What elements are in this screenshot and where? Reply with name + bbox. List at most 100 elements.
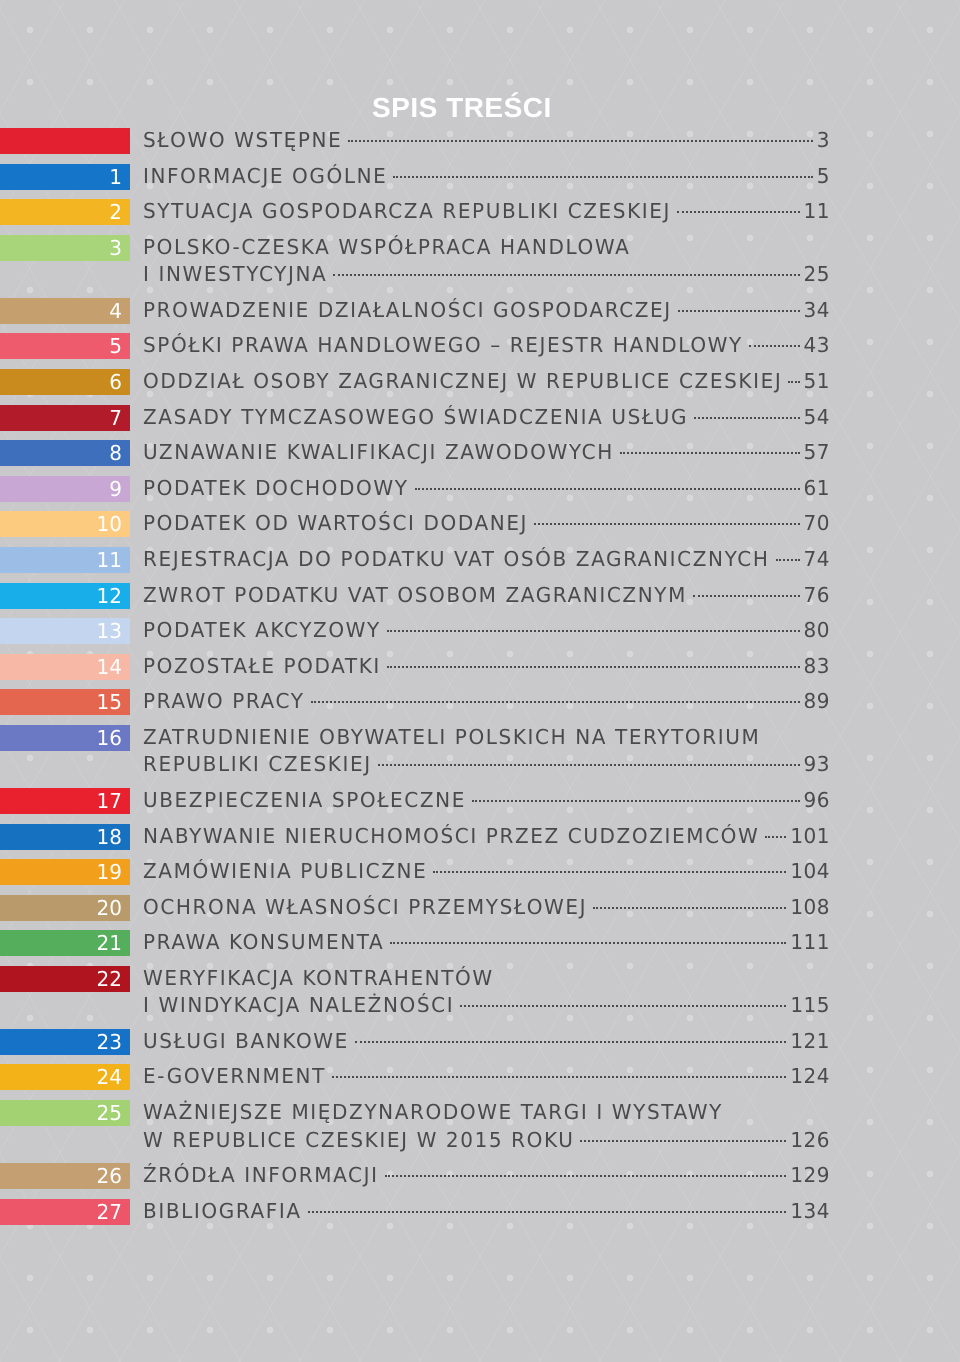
dot-leader [694, 416, 800, 419]
page-number: 76 [803, 582, 830, 607]
toc-entry-text: POZOSTAŁE PODATKI 83 [143, 653, 830, 681]
toc-entry[interactable]: 1 INFORMACJE OGÓLNE 5 [0, 158, 960, 194]
toc-entry[interactable]: 7 ZASADY TYMCZASOWEGO ŚWIADCZENIA USŁUG 54 [0, 399, 960, 435]
toc-entry[interactable]: 21 PRAWA KONSUMENTA 111 [0, 924, 960, 960]
toc-entry-text: UBEZPIECZENIA SPOŁECZNE 96 [143, 787, 830, 815]
page-number: 34 [803, 297, 830, 322]
toc-entry[interactable]: 12 ZWROT PODATKU VAT OSOBOM ZAGRANICZNYM 7… [0, 577, 960, 613]
page-number: 101 [790, 823, 830, 848]
toc-entry-text: PODATEK OD WARTOŚCI DODANEJ 70 [143, 510, 830, 538]
toc-entry[interactable]: 25 WAŻNIEJSZE MIĘDZYNARODOWE TARGI I WYST… [0, 1094, 960, 1157]
toc-entry[interactable]: 6 ODDZIAŁ OSOBY ZAGRANICZNEJ W REPUBLICE … [0, 363, 960, 399]
dot-leader [433, 871, 787, 874]
chapter-title: ZWROT PODATKU VAT OSOBOM ZAGRANICZNYM [143, 582, 687, 607]
chapter-number-tab: 27 [0, 1198, 130, 1225]
toc-entry[interactable]: 18 NABYWANIE NIERUCHOMOŚCI PRZEZ CUDZOZIE… [0, 818, 960, 854]
chapter-number-tab [0, 128, 130, 154]
page-number: 83 [803, 653, 830, 678]
toc-entry[interactable]: 20 OCHRONA WŁASNOŚCI PRZEMYSŁOWEJ 108 [0, 889, 960, 925]
chapter-title: PODATEK DOCHODOWY [143, 475, 409, 500]
chapter-number-tab: 2 [0, 199, 130, 226]
chapter-title: OCHRONA WŁASNOŚCI PRZEMYSŁOWEJ [143, 894, 588, 919]
dot-leader [390, 942, 787, 945]
chapter-title-continued: REPUBLIKI CZESKIEJ [143, 752, 372, 777]
toc-entry-text: PODATEK AKCYZOWY 80 [143, 617, 830, 645]
toc-entry-text: ŹRÓDŁA INFORMACJI 129 [143, 1162, 830, 1190]
chapter-title: ZASADY TYMCZASOWEGO ŚWIADCZENIA USŁUG [143, 404, 689, 429]
chapter-number-tab: 16 [0, 724, 130, 751]
chapter-number-tab: 5 [0, 333, 130, 360]
chapter-title: ODDZIAŁ OSOBY ZAGRANICZNEJ W REPUBLICE C… [143, 368, 783, 393]
toc-entry[interactable]: 15 PRAWO PRACY 89 [0, 683, 960, 719]
page-number: 61 [803, 475, 830, 500]
page-number: 89 [803, 689, 830, 714]
chapter-title: REJESTRACJA DO PODATKU VAT OSÓB ZAGRANIC… [143, 546, 770, 571]
chapter-title: SYTUACJA GOSPODARCZA REPUBLIKI CZESKIEJ [143, 199, 672, 224]
toc-entry[interactable]: 8 UZNAWANIE KWALIFIKACJI ZAWODOWYCH 57 [0, 434, 960, 470]
toc-entry[interactable]: 19 ZAMÓWIENIA PUBLICZNE 104 [0, 853, 960, 889]
toc-entry-text: SŁOWO WSTĘPNE 3 [143, 127, 830, 155]
page-number: 111 [790, 930, 830, 955]
toc-entry-text: SYTUACJA GOSPODARCZA REPUBLIKI CZESKIEJ 1… [143, 198, 830, 226]
dot-leader [377, 764, 800, 767]
page-number: 96 [803, 787, 830, 812]
chapter-title: SŁOWO WSTĘPNE [143, 128, 343, 152]
chapter-title: POLSKO-CZESKA WSPÓŁPRACA HANDLOWA [143, 234, 631, 259]
dot-leader [354, 1040, 787, 1043]
dot-leader [534, 523, 800, 526]
toc-entry[interactable]: 16 ZATRUDNIENIE OBYWATELI POLSKICH NA TER… [0, 719, 960, 782]
chapter-number-tab: 19 [0, 859, 130, 886]
toc-entry[interactable]: 4 PROWADZENIE DZIAŁALNOŚCI GOSPODARCZEJ 34 [0, 292, 960, 328]
chapter-title: WERYFIKACJA KONTRAHENTÓW [143, 965, 494, 990]
toc-entry[interactable]: 14 POZOSTAŁE PODATKI 83 [0, 648, 960, 684]
page-number: 43 [803, 333, 830, 358]
chapter-number-tab: 23 [0, 1028, 130, 1055]
chapter-number-tab: 26 [0, 1163, 130, 1190]
chapter-number-tab: 15 [0, 689, 130, 716]
dot-leader [348, 140, 813, 142]
chapter-number-tab: 1 [0, 163, 130, 190]
toc-entry[interactable]: 26 ŹRÓDŁA INFORMACJI 129 [0, 1157, 960, 1193]
chapter-title-continued: I INWESTYCYJNA [143, 262, 328, 287]
toc-entry[interactable]: 10 PODATEK OD WARTOŚCI DODANEJ 70 [0, 505, 960, 541]
toc-entry-text: INFORMACJE OGÓLNE 5 [143, 163, 830, 191]
toc-entry-text: UZNAWANIE KWALIFIKACJI ZAWODOWYCH 57 [143, 439, 830, 467]
toc-entry[interactable]: 27 BIBLIOGRAFIA 134 [0, 1193, 960, 1229]
table-of-contents: SŁOWO WSTĘPNE 3 1 INFORMACJE OGÓLNE 5 2 SYTUAC… [0, 122, 960, 1228]
toc-entry[interactable]: 9 PODATEK DOCHODOWY 61 [0, 470, 960, 506]
toc-entry-text: PROWADZENIE DZIAŁALNOŚCI GOSPODARCZEJ 34 [143, 297, 830, 325]
dot-leader [593, 906, 787, 909]
page-number: 129 [790, 1163, 830, 1188]
chapter-title: BIBLIOGRAFIA [143, 1198, 302, 1223]
chapter-title: PRAWO PRACY [143, 689, 305, 714]
toc-entry-text: WAŻNIEJSZE MIĘDZYNARODOWE TARGI I WYSTAW… [143, 1099, 830, 1154]
toc-entry-text: OCHRONA WŁASNOŚCI PRZEMYSŁOWEJ 108 [143, 894, 830, 922]
toc-entry[interactable]: 11 REJESTRACJA DO PODATKU VAT OSÓB ZAGRAN… [0, 541, 960, 577]
chapter-number-tab: 11 [0, 546, 130, 573]
toc-entry[interactable]: 23 USŁUGI BANKOWE 121 [0, 1023, 960, 1059]
dot-leader [619, 452, 800, 455]
toc-entry[interactable]: 3 POLSKO-CZESKA WSPÓŁPRACA HANDLOWA I INWE… [0, 229, 960, 292]
page-number: 134 [790, 1198, 830, 1223]
chapter-number-tab: 13 [0, 618, 130, 645]
toc-entry[interactable]: 22 WERYFIKACJA KONTRAHENTÓW I WINDYKACJA N… [0, 960, 960, 1023]
chapter-number-tab: 8 [0, 440, 130, 467]
toc-entry-text: POLSKO-CZESKA WSPÓŁPRACA HANDLOWA I INWES… [143, 234, 830, 289]
toc-entry[interactable]: 2 SYTUACJA GOSPODARCZA REPUBLIKI CZESKIEJ… [0, 193, 960, 229]
chapter-title: UZNAWANIE KWALIFIKACJI ZAWODOWYCH [143, 440, 614, 465]
chapter-number-tab: 6 [0, 368, 130, 395]
toc-entry-text: ZAMÓWIENIA PUBLICZNE 104 [143, 858, 830, 886]
toc-entry[interactable]: 17 UBEZPIECZENIA SPOŁECZNE 96 [0, 782, 960, 818]
dot-leader [331, 1076, 787, 1079]
page-number: 108 [790, 894, 830, 919]
toc-entry[interactable]: SŁOWO WSTĘPNE 3 [0, 122, 960, 158]
page-number: 93 [803, 752, 830, 777]
toc-entry[interactable]: 24 E-GOVERNMENT 124 [0, 1058, 960, 1094]
chapter-number-tab: 22 [0, 965, 130, 992]
toc-entry[interactable]: 13 PODATEK AKCYZOWY 80 [0, 612, 960, 648]
chapter-title: ŹRÓDŁA INFORMACJI [143, 1163, 379, 1188]
dot-leader [386, 665, 800, 668]
toc-entry[interactable]: 5 SPÓŁKI PRAWA HANDLOWEGO – REJESTR HANDL… [0, 327, 960, 363]
toc-entry-text: BIBLIOGRAFIA 134 [143, 1198, 830, 1226]
chapter-number-tab: 10 [0, 511, 130, 538]
